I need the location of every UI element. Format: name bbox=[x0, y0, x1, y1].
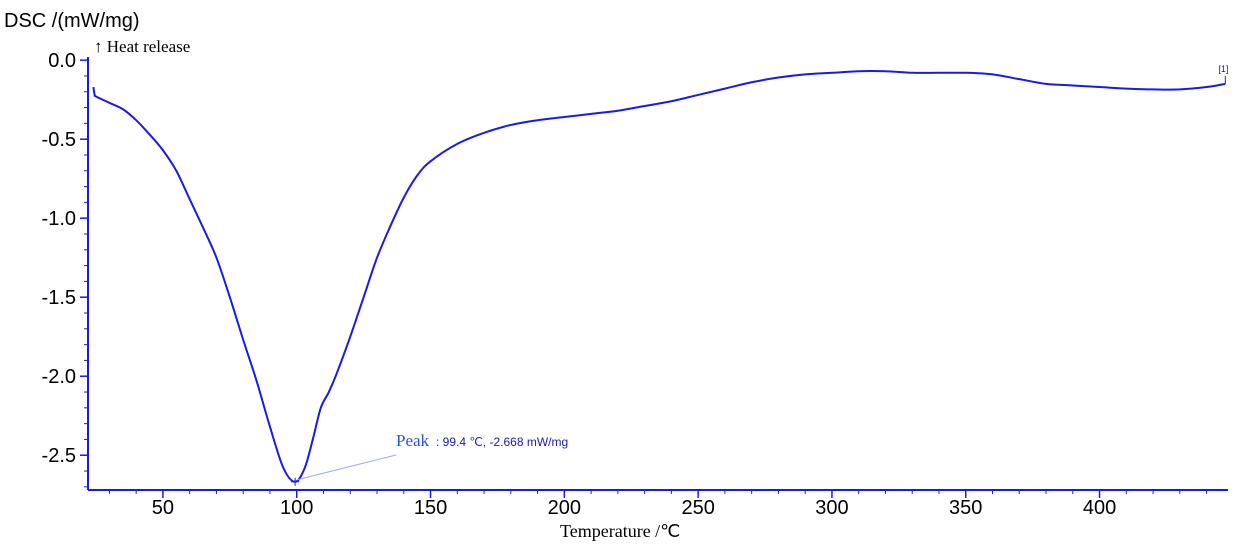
peak-leader-line bbox=[297, 454, 397, 481]
y-tick-label: 0.0 bbox=[48, 50, 76, 72]
x-tick-label: 300 bbox=[815, 497, 848, 519]
x-tick-label: 150 bbox=[414, 497, 447, 519]
x-tick-label: 350 bbox=[949, 497, 982, 519]
x-tick-label: 100 bbox=[280, 497, 313, 519]
x-tick-label: 200 bbox=[548, 497, 581, 519]
x-tick-label: 50 bbox=[152, 497, 174, 519]
curve-tag: [1] bbox=[1218, 64, 1228, 74]
heat-release-note: ↑ Heat release bbox=[94, 37, 190, 56]
y-tick-label: -1.0 bbox=[42, 208, 76, 230]
y-tick-label: -2.5 bbox=[42, 445, 76, 467]
y-tick-label: -2.0 bbox=[42, 366, 76, 388]
x-axis: 50 100 150 200 250 300 350 400 bbox=[88, 489, 1228, 519]
peak-label: Peak bbox=[396, 431, 430, 450]
y-tick-label: -1.5 bbox=[42, 287, 76, 309]
dsc-curve bbox=[92, 70, 1226, 483]
x-tick-label: 250 bbox=[681, 497, 714, 519]
y-axis: 0.0 -0.5 -1.0 -1.5 -2.0 -2.5 bbox=[42, 50, 89, 490]
plot-area: Peak : 99.4 ℃, -2.668 mW/mg [1] bbox=[92, 64, 1228, 486]
peak-value: : 99.4 ℃, -2.668 mW/mg bbox=[436, 435, 568, 449]
y-tick-label: -0.5 bbox=[42, 129, 76, 151]
y-axis-label: DSC /(mW/mg) bbox=[4, 10, 140, 32]
x-axis-label: Temperature /℃ bbox=[560, 521, 680, 541]
x-tick-label: 400 bbox=[1083, 497, 1116, 519]
